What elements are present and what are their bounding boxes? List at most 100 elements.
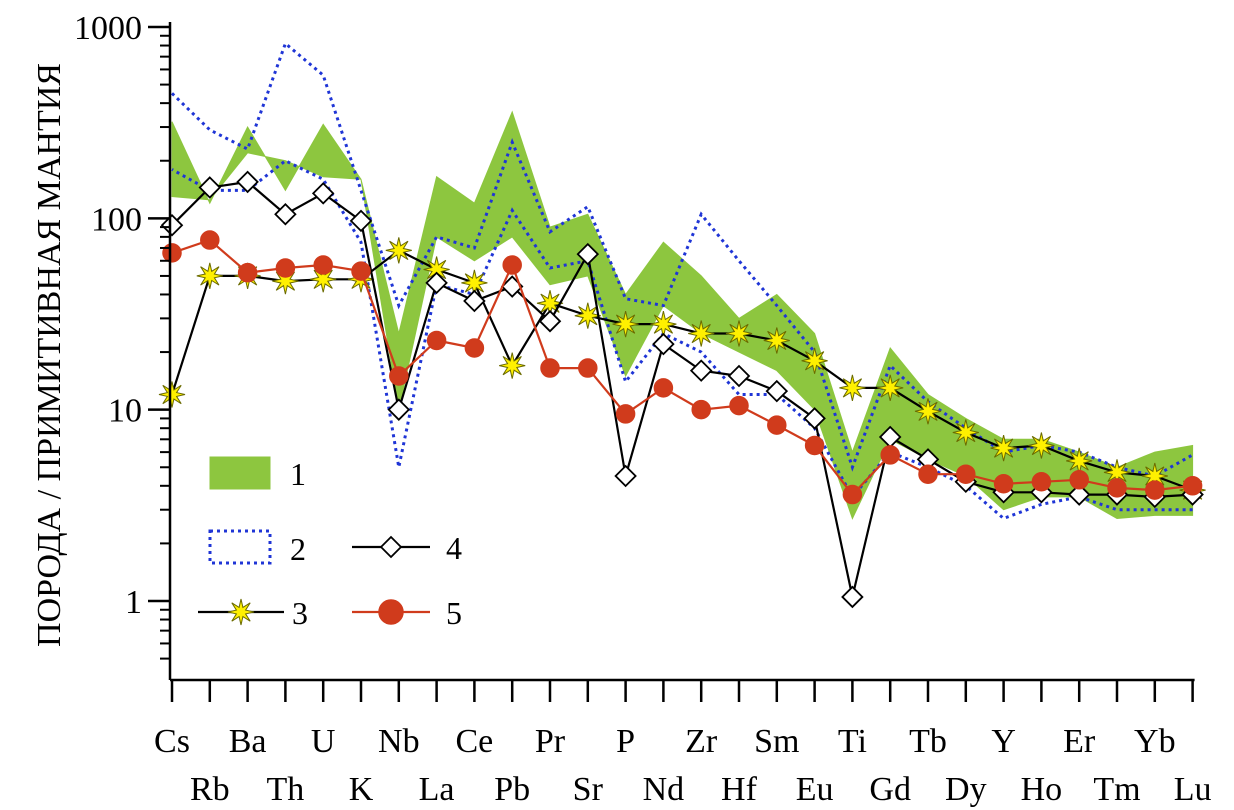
series-4-point-Ce [463, 289, 486, 313]
x-tick-label-Ti: Ti [838, 723, 867, 760]
series-4-line [171, 180, 1193, 598]
series-3-point-P [612, 310, 639, 338]
series-4-point-P [614, 464, 637, 488]
x-tick-label-Nb: Nb [378, 723, 420, 760]
series-3-point-U [310, 266, 337, 293]
series-4-point-Er [1067, 483, 1091, 506]
series-5-point-Lu [1182, 476, 1203, 496]
series-5-point-Ho [1031, 472, 1052, 492]
series-5-point-U [313, 255, 333, 275]
x-tick-label-Ho: Ho [1021, 771, 1063, 808]
series-5-point-Th [275, 258, 296, 278]
series-3-line [170, 249, 1193, 492]
series-5-point-Cs [162, 243, 182, 263]
x-tick-label-Pr: Pr [535, 723, 566, 760]
x-tick-label-Y: Y [991, 723, 1016, 760]
series-5-point-Sm [767, 415, 787, 435]
legend-swatch-band-1 [209, 456, 271, 490]
legend-label-series-5: 5 [446, 595, 462, 631]
series-4-point-K [349, 209, 373, 233]
x-tick-label-P: P [616, 723, 635, 760]
legend: 1 2 3 4 5 [198, 456, 462, 631]
series-3-point-Sm [763, 327, 790, 354]
series-3-point-Rb [196, 262, 223, 290]
series-3-point-Hf [725, 320, 753, 347]
series-3-point-Zr [688, 320, 715, 347]
x-tick-label-Dy: Dy [945, 771, 987, 808]
y-tick-label-1000: 1000 [74, 10, 142, 47]
series-4-point-Hf [727, 364, 751, 388]
series-4-point-Eu [803, 407, 826, 430]
x-tick-label-Lu: Lu [1174, 771, 1212, 808]
series-5 [162, 230, 1203, 505]
x-tick-label-Zr: Zr [685, 723, 718, 760]
legend-label-band-2: 2 [290, 531, 306, 567]
series-3-point-Eu [801, 347, 828, 374]
x-tick-label-Cs: Cs [154, 723, 190, 760]
series-5-point-La [426, 330, 447, 351]
legend-swatch-band-2 [208, 529, 272, 565]
series-3-point-Ti [839, 374, 866, 402]
x-tick-label-Rb: Rb [190, 771, 230, 808]
x-tick-label-Sm: Sm [754, 723, 799, 760]
legend-label-series-3: 3 [292, 595, 308, 631]
series-4-point-Cs [160, 213, 184, 237]
x-tick-label-Hf: Hf [721, 771, 758, 808]
series-5-point-Eu [804, 435, 825, 456]
series-5-line [171, 238, 1193, 497]
series-4-point-Ba [236, 170, 259, 194]
series-4-point-Sm [765, 379, 789, 403]
x-tick-label-Yb: Yb [1134, 723, 1176, 760]
series-4-point-Pr [538, 309, 562, 333]
y-tick-label-100: 100 [91, 201, 142, 238]
series-4-point-La [425, 271, 448, 295]
legend-marker-series-4 [379, 535, 403, 559]
series-3-point-Sr [574, 302, 601, 329]
series-5-point-Tm [1107, 478, 1127, 498]
x-tick-label-Pb: Pb [494, 771, 530, 808]
legend-marker-series-3 [227, 598, 255, 626]
series-5-point-P [615, 404, 636, 424]
band-1-area [171, 110, 1194, 520]
series-5-point-Ce [464, 338, 485, 358]
series-4 [160, 170, 1204, 609]
series-3-point-Ho [1028, 432, 1055, 459]
series-4-point-Nd [652, 332, 675, 356]
x-tick-label-U: U [311, 723, 336, 760]
series-3-point-Pb [499, 352, 526, 379]
series-layer [158, 170, 1206, 609]
series-3-point-Er [1066, 447, 1093, 475]
series-5-point-Pr [540, 358, 560, 378]
series-4-point-U [311, 182, 335, 205]
series-3-point-Dy [952, 419, 979, 446]
series-4-point-Zr [689, 359, 713, 382]
series-3-point-Y [990, 434, 1017, 462]
y-tick-label-1: 1 [125, 584, 142, 621]
legend-label-series-4: 4 [446, 530, 462, 566]
series-4-point-Rb [198, 176, 222, 199]
series-3-point-Gd [877, 374, 904, 402]
legend-label-band-1: 1 [290, 456, 306, 492]
series-5-point-K [351, 261, 371, 281]
x-tick-label-Tm: Tm [1093, 771, 1140, 808]
series-3-point-Nb [385, 237, 412, 264]
x-tick-label-Sr: Sr [573, 771, 604, 808]
series-5-point-Ba [237, 262, 258, 283]
x-tick-label-Er: Er [1063, 723, 1096, 760]
series-5-point-Pb [502, 255, 522, 275]
series-5-point-Tb [918, 464, 938, 484]
series-4-point-Th [274, 203, 297, 226]
series-5-point-Dy [956, 464, 976, 484]
series-4-point-Sr [576, 242, 600, 266]
band-2-upper-line [170, 40, 1194, 478]
x-tick-label-Th: Th [267, 771, 305, 808]
series-5-point-Er [1069, 470, 1089, 490]
series-5-point-Rb [200, 230, 220, 250]
series-3-point-Cs [158, 381, 186, 408]
series-5-point-Hf [729, 395, 749, 416]
series-5-point-Yb [1145, 480, 1165, 500]
y-tick-label-10: 10 [108, 393, 142, 430]
x-tick-label-Gd: Gd [869, 771, 911, 808]
x-tick-label-K: K [349, 771, 374, 808]
